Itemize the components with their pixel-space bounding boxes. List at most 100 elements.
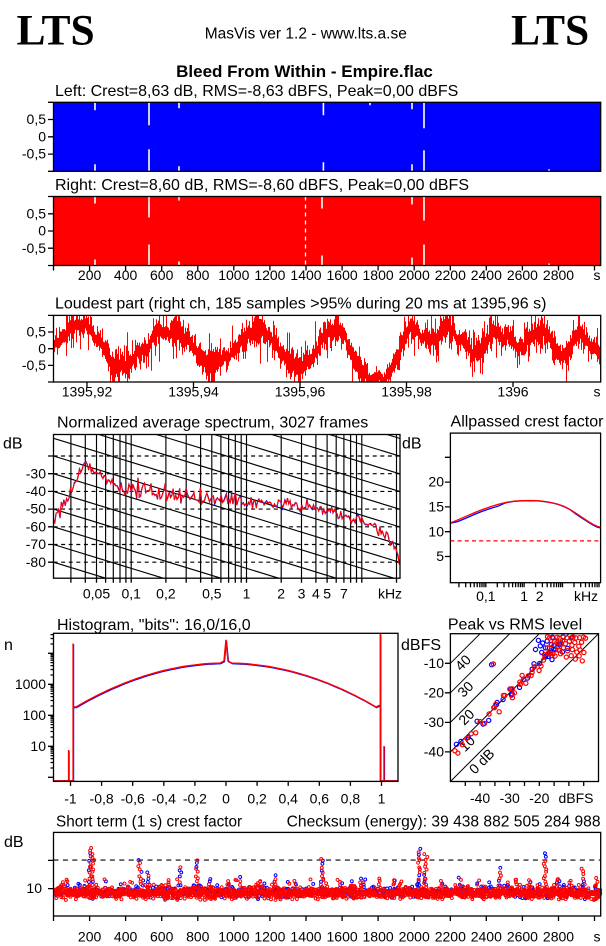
svg-text:2: 2 (536, 588, 544, 604)
svg-text:n: n (4, 637, 13, 654)
svg-text:-30: -30 (26, 465, 46, 481)
svg-text:Loudest part (right ch, 185 sa: Loudest part (right ch, 185 samples >95%… (55, 296, 546, 313)
svg-text:Left: Crest=8,63 dB, RMS=-8,63: Left: Crest=8,63 dB, RMS=-8,63 dBFS, Pea… (55, 83, 458, 100)
svg-text:800: 800 (186, 267, 210, 283)
svg-text:10: 10 (30, 738, 46, 754)
svg-text:dB: dB (4, 834, 24, 851)
svg-text:0,5: 0,5 (27, 111, 47, 127)
svg-text:2200: 2200 (435, 928, 466, 944)
svg-text:2400: 2400 (471, 928, 502, 944)
svg-text:0,5: 0,5 (27, 205, 47, 221)
svg-text:-0,2: -0,2 (183, 791, 207, 807)
svg-text:Right: Crest=8,60 dB, RMS=-8,6: Right: Crest=8,60 dB, RMS=-8,60 dBFS, Pe… (55, 177, 469, 194)
svg-text:kHz: kHz (378, 585, 402, 601)
svg-text:Bleed From Within - Empire.fla: Bleed From Within - Empire.flac (176, 62, 433, 81)
svg-text:-0,5: -0,5 (22, 240, 46, 256)
svg-text:1000: 1000 (15, 676, 46, 692)
svg-text:0,2: 0,2 (156, 585, 176, 601)
svg-text:-1: -1 (64, 791, 77, 807)
svg-text:-0,8: -0,8 (90, 791, 114, 807)
svg-text:1800: 1800 (363, 928, 394, 944)
svg-text:-40: -40 (470, 790, 490, 806)
svg-text:1600: 1600 (327, 928, 358, 944)
svg-text:Normalized average spectrum, 3: Normalized average spectrum, 3027 frames (57, 415, 368, 432)
svg-text:1000: 1000 (218, 267, 249, 283)
svg-text:Histogram, "bits": 16,0/16,0: Histogram, "bits": 16,0/16,0 (57, 617, 251, 634)
svg-text:-60: -60 (26, 518, 46, 534)
svg-text:dBFS: dBFS (401, 637, 441, 654)
svg-text:2600: 2600 (507, 267, 538, 283)
svg-text:400: 400 (114, 928, 138, 944)
svg-text:-20: -20 (424, 684, 444, 700)
svg-text:1: 1 (520, 588, 528, 604)
svg-text:2: 2 (277, 585, 285, 601)
svg-text:20: 20 (428, 474, 444, 490)
svg-text:1395,98: 1395,98 (381, 383, 432, 399)
svg-text:100: 100 (23, 707, 47, 723)
svg-text:0,4: 0,4 (278, 791, 298, 807)
svg-text:0,1: 0,1 (121, 585, 141, 601)
svg-text:-40: -40 (26, 483, 46, 499)
svg-text:1200: 1200 (254, 928, 285, 944)
svg-text:1200: 1200 (254, 267, 285, 283)
svg-text:LTS: LTS (17, 7, 95, 55)
svg-text:s: s (594, 928, 601, 944)
svg-text:LTS: LTS (511, 7, 589, 55)
svg-text:1000: 1000 (218, 928, 249, 944)
svg-text:Allpassed crest factor: Allpassed crest factor (451, 414, 605, 431)
svg-text:10: 10 (428, 523, 444, 539)
svg-text:5: 5 (323, 585, 331, 601)
svg-text:-40: -40 (424, 744, 444, 760)
svg-text:-50: -50 (26, 501, 46, 517)
svg-text:s: s (594, 267, 601, 283)
svg-text:0: 0 (38, 223, 46, 239)
svg-text:4: 4 (312, 585, 320, 601)
svg-text:s: s (594, 383, 601, 399)
svg-text:1600: 1600 (327, 267, 358, 283)
svg-text:2000: 2000 (399, 267, 430, 283)
svg-text:0: 0 (38, 128, 46, 144)
svg-text:600: 600 (150, 928, 174, 944)
svg-text:10: 10 (26, 880, 42, 896)
svg-text:-0,6: -0,6 (121, 791, 145, 807)
svg-text:2600: 2600 (507, 928, 538, 944)
svg-text:Short term (1 s) crest factor: Short term (1 s) crest factor (56, 814, 242, 831)
svg-text:0,6: 0,6 (310, 791, 330, 807)
svg-text:-20: -20 (529, 790, 549, 806)
svg-text:dBFS: dBFS (558, 790, 593, 806)
svg-text:200: 200 (78, 267, 102, 283)
svg-text:MasVis ver 1.2 - www.lts.a.se: MasVis ver 1.2 - www.lts.a.se (205, 26, 407, 43)
svg-text:-30: -30 (500, 790, 520, 806)
svg-text:1395,92: 1395,92 (62, 383, 113, 399)
svg-text:dB: dB (3, 436, 23, 453)
svg-text:1800: 1800 (363, 267, 394, 283)
svg-text:-70: -70 (26, 536, 46, 552)
svg-text:0: 0 (38, 340, 46, 356)
svg-text:Checksum (energy): 39 438 882: Checksum (energy): 39 438 882 505 284 98… (287, 814, 601, 831)
svg-text:0,5: 0,5 (27, 324, 47, 340)
svg-text:0,1: 0,1 (476, 588, 496, 604)
svg-text:15: 15 (428, 499, 444, 515)
svg-text:200: 200 (78, 928, 102, 944)
svg-text:2400: 2400 (471, 267, 502, 283)
svg-text:-0,5: -0,5 (22, 357, 46, 373)
svg-text:-30: -30 (424, 714, 444, 730)
svg-text:7: 7 (340, 585, 348, 601)
svg-text:0,8: 0,8 (341, 791, 361, 807)
svg-text:0,05: 0,05 (83, 585, 110, 601)
svg-text:1395,96: 1395,96 (275, 383, 326, 399)
svg-text:3: 3 (298, 585, 306, 601)
svg-text:30: 30 (454, 678, 476, 700)
svg-text:1: 1 (243, 585, 251, 601)
svg-text:2000: 2000 (399, 928, 430, 944)
svg-text:2800: 2800 (543, 267, 574, 283)
svg-text:0,2: 0,2 (247, 791, 267, 807)
svg-text:600: 600 (150, 267, 174, 283)
svg-text:2200: 2200 (435, 267, 466, 283)
svg-text:kHz: kHz (574, 588, 598, 604)
svg-text:20: 20 (455, 706, 477, 728)
svg-text:1395,94: 1395,94 (168, 383, 219, 399)
svg-text:2800: 2800 (543, 928, 574, 944)
svg-text:1400: 1400 (290, 928, 321, 944)
svg-text:40: 40 (452, 651, 474, 673)
